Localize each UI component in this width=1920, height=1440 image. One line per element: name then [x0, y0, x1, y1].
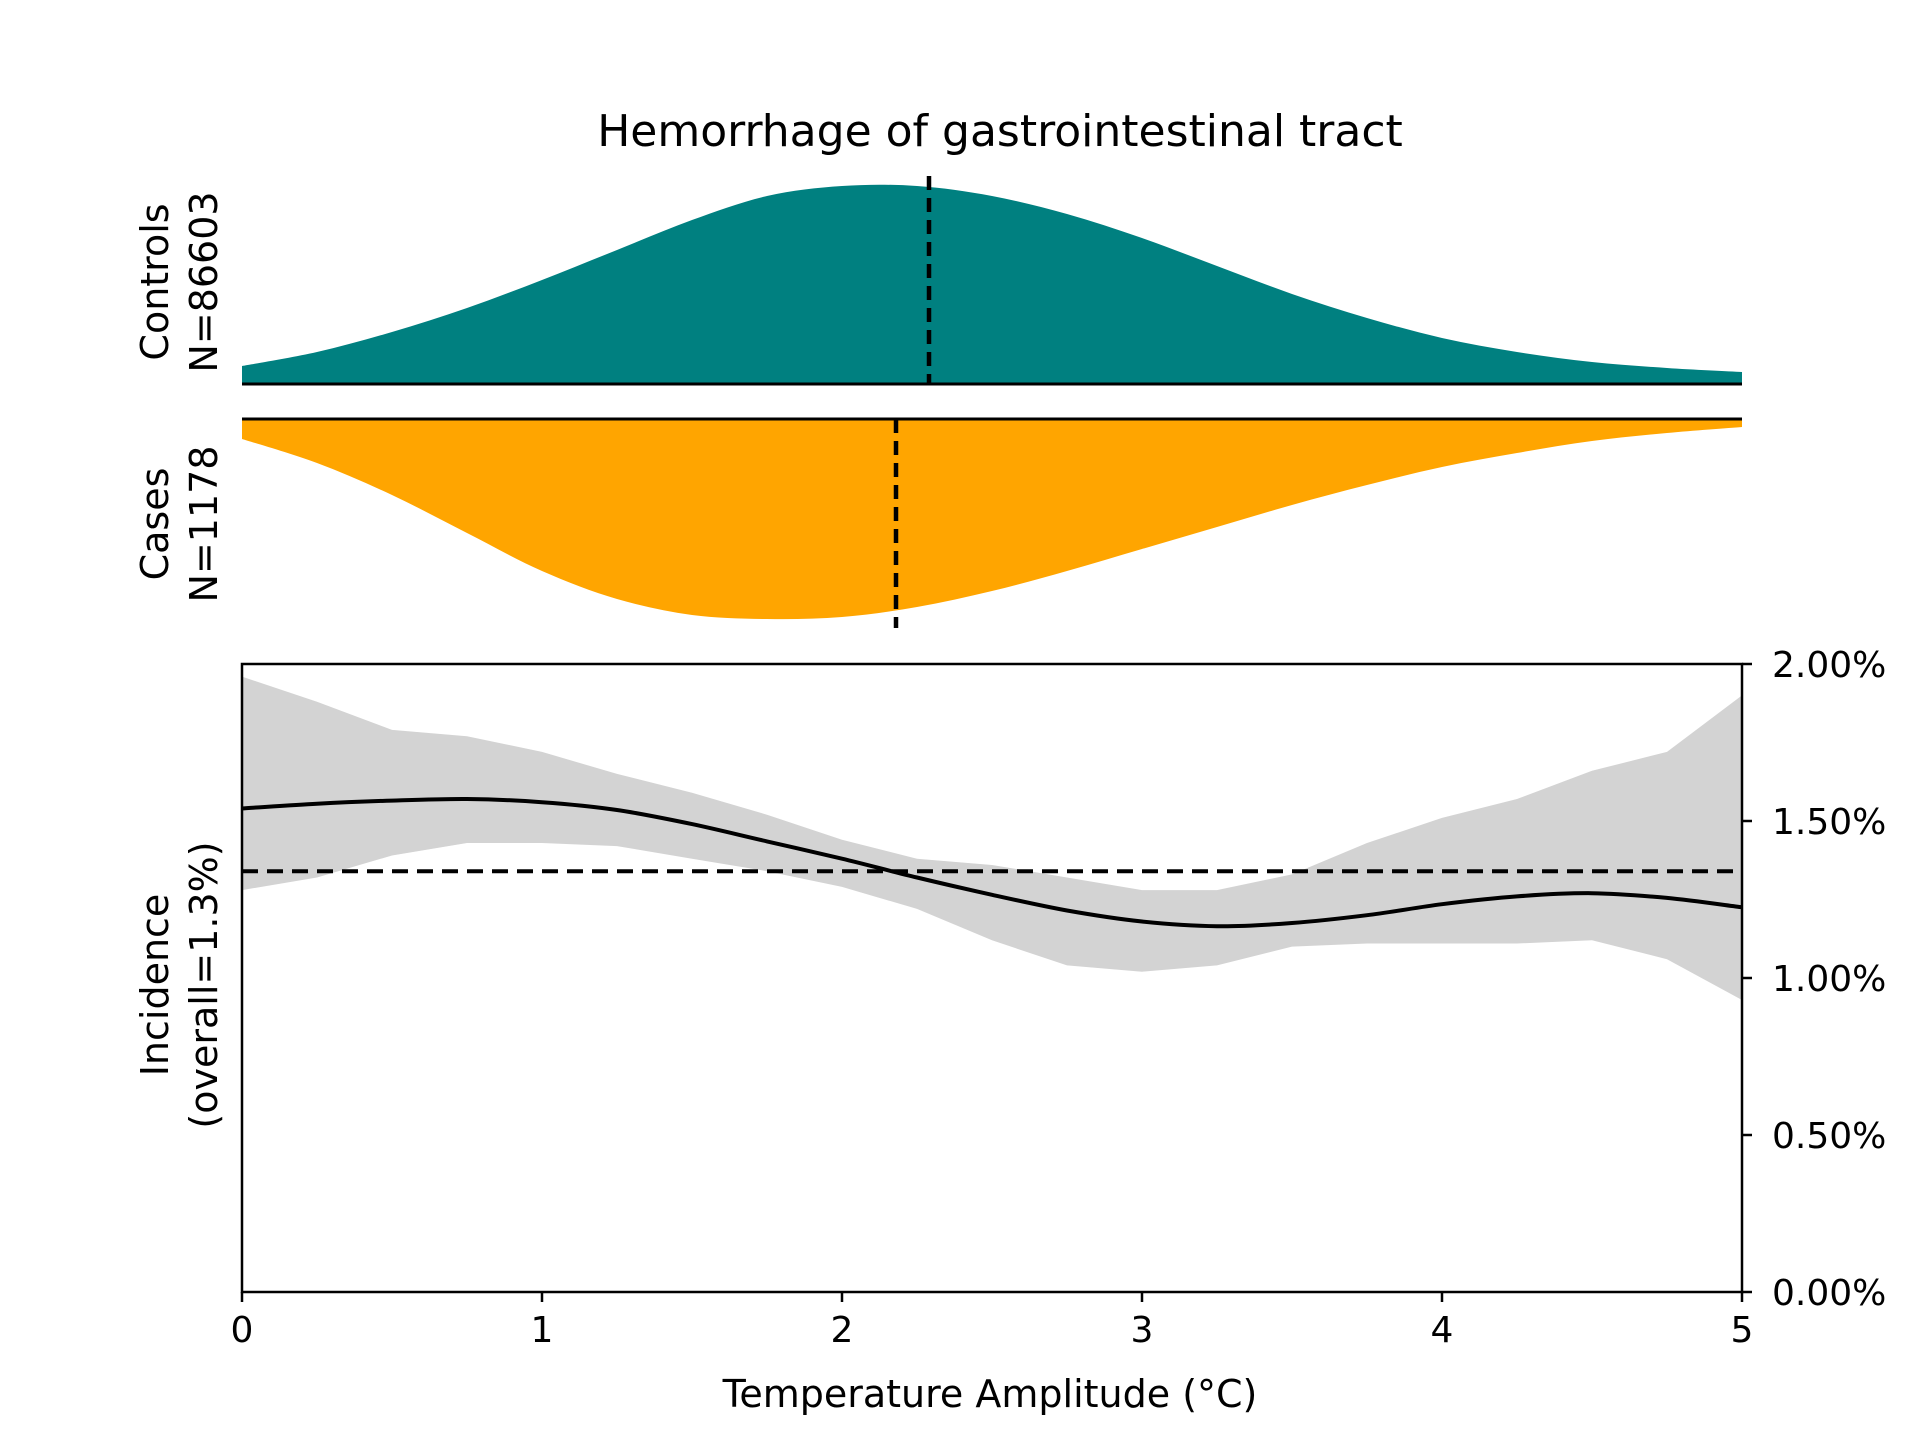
y-tick-label: 1.00%	[1772, 959, 1886, 1000]
y-axis-ticks: 0.00% 0.50% 1.00% 1.50% 2.00%	[1742, 645, 1886, 1314]
cases-label: Cases	[133, 468, 177, 581]
cases-density-panel	[242, 417, 1742, 628]
controls-density-panel	[242, 176, 1742, 386]
y-tick-label: 0.50%	[1772, 1116, 1886, 1157]
controls-count-label: N=86603	[182, 191, 226, 372]
x-tick-label: 5	[1731, 1310, 1754, 1351]
x-axis-label: Temperature Amplitude (°C)	[722, 1372, 1258, 1416]
controls-density-area	[242, 184, 1742, 384]
x-tick-label: 2	[831, 1310, 854, 1351]
x-tick-label: 1	[531, 1310, 554, 1351]
y-tick-label: 0.00%	[1772, 1273, 1886, 1314]
controls-label: Controls	[133, 203, 177, 360]
confidence-band	[242, 676, 1742, 1000]
incidence-ylabel: Incidence	[133, 894, 177, 1077]
chart-title: Hemorrhage of gastrointestinal tract	[597, 106, 1403, 157]
x-tick-label: 3	[1131, 1310, 1154, 1351]
x-tick-label: 0	[231, 1310, 254, 1351]
cases-density-area	[242, 419, 1742, 620]
x-axis-ticks: 0 1 2 3 4 5	[231, 1292, 1754, 1351]
incidence-line	[241, 796, 1743, 929]
x-tick-label: 4	[1431, 1310, 1454, 1351]
cases-count-label: N=1178	[182, 446, 226, 603]
incidence-ylabel-overall: (overall=1.3%)	[182, 841, 226, 1128]
y-tick-label: 1.50%	[1772, 802, 1886, 843]
incidence-panel	[240, 662, 1744, 1294]
y-tick-label: 2.00%	[1772, 645, 1886, 686]
